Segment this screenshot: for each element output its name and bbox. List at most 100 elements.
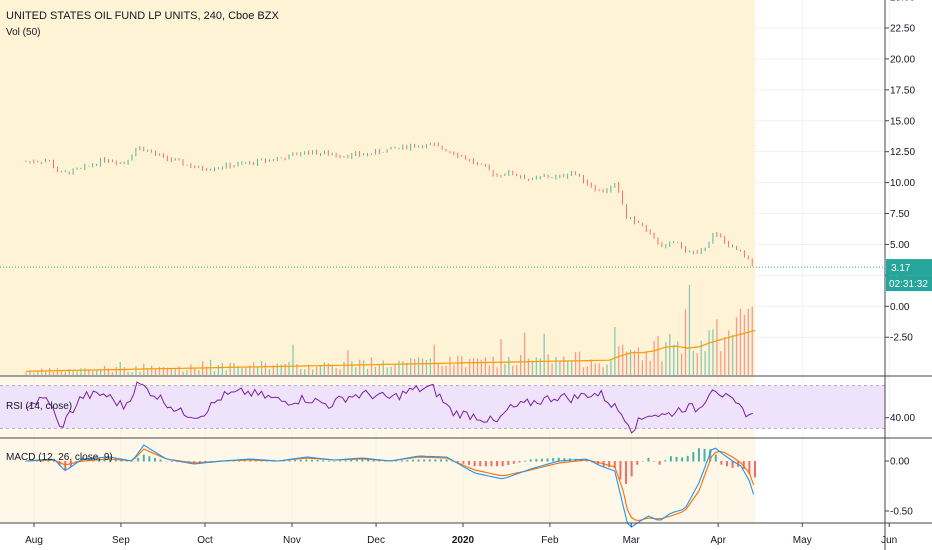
y-tick-label: 5.00 <box>890 240 910 251</box>
volume-bar <box>480 359 483 375</box>
volume-bar <box>731 334 734 375</box>
volume-bar <box>555 356 557 375</box>
rsi-band <box>0 385 885 429</box>
macd-histogram-bar <box>636 461 639 465</box>
macd-histogram-bar <box>350 460 353 462</box>
y-tick-label: 10.00 <box>890 178 915 189</box>
volume-bar <box>174 368 176 375</box>
volume-bar <box>747 308 749 375</box>
rsi-label: RSI (14, close) <box>6 401 72 412</box>
volume-bar <box>743 314 746 375</box>
volume-bar <box>661 361 663 375</box>
macd-histogram-bar <box>361 459 364 462</box>
volume-bar <box>472 358 475 375</box>
x-tick-label: Oct <box>197 535 213 546</box>
macd-histogram-bar <box>473 461 476 467</box>
volume-bar <box>162 367 165 375</box>
volume-bar <box>708 330 710 375</box>
volume-bar <box>629 349 632 375</box>
volume-bar <box>531 360 534 375</box>
volume-bar <box>205 366 208 375</box>
volume-bar <box>260 360 263 375</box>
volume-bar <box>276 363 278 375</box>
session-background-price <box>0 0 755 375</box>
volume-bar <box>441 365 443 375</box>
y-tick-label: 7.50 <box>890 209 910 220</box>
volume-bar <box>119 362 121 375</box>
macd-histogram-bar <box>400 460 403 462</box>
volume-bar <box>151 365 153 375</box>
macd-histogram-bar <box>613 461 616 468</box>
volume-bar <box>347 350 349 375</box>
x-tick-label: 2020 <box>452 535 475 546</box>
macd-histogram-bar <box>731 461 734 468</box>
macd-histogram-bar <box>153 457 156 462</box>
volume-bar <box>355 367 357 375</box>
macd-histogram-bar <box>339 460 342 462</box>
volume-bar <box>253 362 255 375</box>
volume-bar <box>590 359 592 375</box>
volume-bar <box>41 368 43 375</box>
volume-bar <box>645 351 647 375</box>
volume-bar <box>378 364 380 375</box>
volume-bar <box>131 372 133 375</box>
volume-bar <box>147 368 149 375</box>
volume-bar <box>225 370 227 375</box>
macd-line <box>25 444 755 528</box>
macd-histogram-bar <box>692 452 695 462</box>
volume-bar <box>614 326 616 375</box>
macd-histogram-bar <box>462 461 465 464</box>
volume-bar <box>88 370 90 375</box>
macd-histogram-bar <box>299 459 302 462</box>
volume-bar <box>653 340 655 375</box>
y-tick-label: 22.50 <box>890 23 915 34</box>
volume-bar <box>574 352 577 375</box>
volume-bar <box>182 371 184 375</box>
volume-bar <box>386 367 388 375</box>
macd-histogram-bar <box>417 459 420 462</box>
macd-histogram-bar <box>327 460 330 462</box>
volume-bar <box>449 356 451 375</box>
volume-bar <box>198 370 200 375</box>
macd-histogram-bar <box>596 461 599 466</box>
volume-bar <box>68 369 70 375</box>
rsi-tick-label: 40.00 <box>890 413 915 424</box>
macd-histogram-bar <box>445 459 448 462</box>
volume-bar <box>80 368 82 375</box>
macd-histogram-bar <box>159 459 162 462</box>
volume-bar <box>735 317 738 375</box>
volume-bar <box>421 358 424 375</box>
volume-bar <box>578 351 581 375</box>
volume-bar <box>429 358 432 375</box>
volume-bar <box>669 334 671 375</box>
macd-histogram-bar <box>64 461 67 472</box>
volume-bar <box>657 336 659 375</box>
volume-bar <box>496 367 498 375</box>
volume-bar <box>665 342 667 375</box>
volume-bar <box>245 367 247 375</box>
volume-bar <box>512 365 514 375</box>
volume-bar <box>229 362 231 375</box>
x-tick-label: May <box>793 535 812 546</box>
volume-bar <box>362 360 365 375</box>
volume-bar <box>410 357 412 375</box>
volume-bar <box>618 346 620 375</box>
macd-histogram-bar <box>58 461 61 466</box>
macd-histogram-bar <box>288 460 291 462</box>
volume-bar <box>547 354 549 375</box>
volume-bar <box>673 344 675 375</box>
macd-histogram-bar <box>344 460 347 462</box>
volume-bar <box>677 341 679 375</box>
macd-histogram-bar <box>653 461 656 462</box>
x-tick-label: Nov <box>283 535 301 546</box>
volume-bar <box>461 356 463 375</box>
macd-histogram-bar <box>355 459 358 462</box>
volume-bar <box>135 365 137 375</box>
macd-tick-label: -0.50 <box>890 507 913 518</box>
macd-histogram-bar <box>333 461 336 462</box>
macd-histogram-bar <box>406 460 409 462</box>
macd-histogram-bar <box>625 461 628 484</box>
macd-histogram-bar <box>316 460 319 462</box>
volume-bar <box>123 367 125 375</box>
